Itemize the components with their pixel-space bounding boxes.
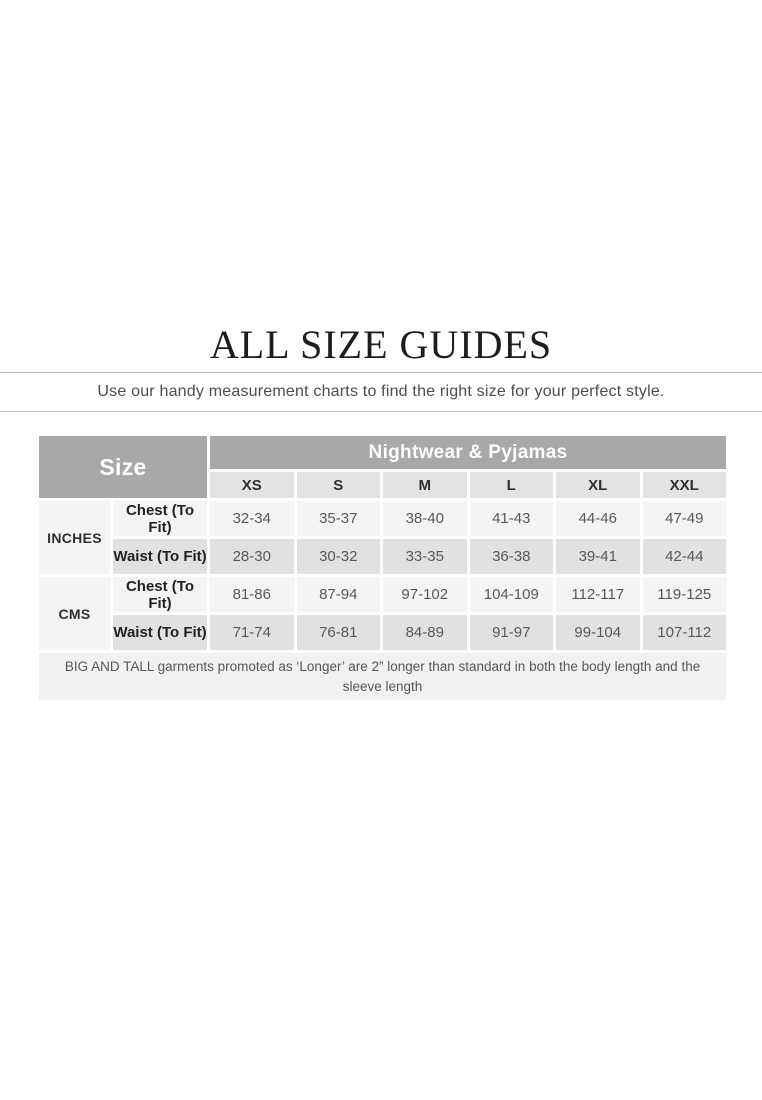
size-col-header-xxl: XXL	[642, 472, 727, 498]
table-row-inches-waist: Waist (To Fit) 28-30 30-32 33-35 36-38 3…	[39, 539, 727, 574]
corner-header-size: Size	[39, 436, 208, 498]
size-col-header-l: L	[469, 472, 554, 498]
value-cell: 47-49	[642, 501, 727, 536]
value-cell: 81-86	[210, 577, 294, 612]
category-header: Nightwear & Pyjamas	[210, 436, 727, 469]
value-cell: 107-112	[642, 615, 727, 650]
table-row-inches-chest: INCHES Chest (To Fit) 32-34 35-37 38-40 …	[39, 501, 727, 574]
size-col-header-xl: XL	[556, 472, 640, 498]
value-cell: 87-94	[296, 577, 381, 612]
value-cell: 42-44	[642, 539, 727, 574]
page-title: ALL SIZE GUIDES	[209, 322, 553, 367]
value-cell: 71-74	[210, 615, 294, 650]
page-subtitle: Use our handy measurement charts to find…	[97, 383, 665, 400]
measure-label-chest-inches: Chest (To Fit)	[113, 501, 208, 536]
size-table-container: Size Nightwear & Pyjamas XS S M L XL XXL…	[36, 433, 730, 704]
value-cell: 39-41	[556, 539, 640, 574]
value-cell: 44-46	[556, 501, 640, 536]
value-cell: 97-102	[383, 577, 467, 612]
value-cell: 41-43	[469, 501, 554, 536]
size-col-header-s: S	[296, 472, 381, 498]
measure-label-waist-inches: Waist (To Fit)	[113, 539, 208, 574]
size-col-header-m: M	[383, 472, 467, 498]
measure-label-chest-cms: Chest (To Fit)	[113, 577, 208, 612]
value-cell: 91-97	[469, 615, 554, 650]
value-cell: 36-38	[469, 539, 554, 574]
size-table: Size Nightwear & Pyjamas XS S M L XL XXL…	[36, 433, 730, 704]
value-cell: 28-30	[210, 539, 294, 574]
value-cell: 84-89	[383, 615, 467, 650]
value-cell: 104-109	[469, 577, 554, 612]
value-cell: 33-35	[383, 539, 467, 574]
value-cell: 38-40	[383, 501, 467, 536]
measure-label-waist-cms: Waist (To Fit)	[113, 615, 208, 650]
table-row-cms-waist: Waist (To Fit) 71-74 76-81 84-89 91-97 9…	[39, 615, 727, 650]
unit-label-inches: INCHES	[39, 501, 110, 574]
value-cell: 30-32	[296, 539, 381, 574]
size-col-header-xs: XS	[210, 472, 294, 498]
subtitle-band: Use our handy measurement charts to find…	[0, 372, 762, 412]
value-cell: 32-34	[210, 501, 294, 536]
value-cell: 76-81	[296, 615, 381, 650]
value-cell: 35-37	[296, 501, 381, 536]
value-cell: 112-117	[556, 577, 640, 612]
unit-label-cms: CMS	[39, 577, 110, 650]
value-cell: 119-125	[642, 577, 727, 612]
footnote: BIG AND TALL garments promoted as ‘Longe…	[39, 653, 727, 701]
value-cell: 99-104	[556, 615, 640, 650]
table-row-cms-chest: CMS Chest (To Fit) 81-86 87-94 97-102 10…	[39, 577, 727, 650]
